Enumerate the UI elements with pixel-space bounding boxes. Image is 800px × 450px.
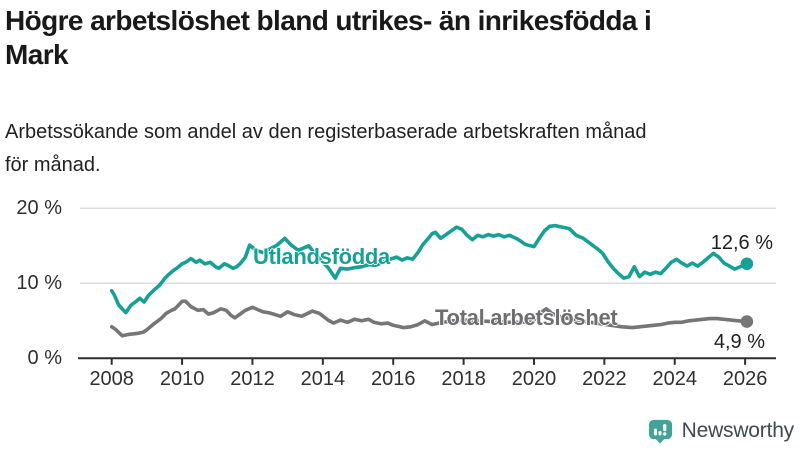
x-axis-label: 2012 xyxy=(230,368,275,390)
series-end-dot-0 xyxy=(740,257,754,271)
series-line-1 xyxy=(109,299,749,338)
x-axis-label: 2022 xyxy=(582,368,627,390)
chart-title: Högre arbetslöshet bland utrikes- än inr… xyxy=(5,5,652,70)
newsworthy-chart-bubble-icon xyxy=(648,419,672,444)
series-end-dot-1 xyxy=(740,315,754,328)
x-axis-label: 2026 xyxy=(722,368,768,390)
series-label-total-arbetsloshet: Total arbetslöshet xyxy=(435,305,618,330)
y-axis-label: 10 % xyxy=(16,272,62,295)
x-axis-label: 2018 xyxy=(441,368,486,390)
chart-subtitle: Arbetssökande som andel av den registerb… xyxy=(5,121,647,176)
newsworthy-logo: Newsworthy xyxy=(647,417,794,444)
x-axis-label: 2008 xyxy=(89,368,134,390)
x-axis-label: 2020 xyxy=(511,368,557,390)
series-label-utlandsfodda: Utlandsfödda xyxy=(253,244,390,269)
x-axis-label: 2010 xyxy=(159,368,205,390)
series-line-0 xyxy=(109,223,749,315)
y-axis-label: 0 % xyxy=(27,347,62,370)
x-axis-label: 2014 xyxy=(300,368,346,390)
end-value-utlandsfodda: 12,6 % xyxy=(710,232,773,254)
x-axis-label: 2024 xyxy=(652,368,697,390)
end-value-total-arbetsloshet: 4,9 % xyxy=(713,331,765,353)
x-axis-label: 2016 xyxy=(370,368,416,390)
newsworthy-logo-text: Newsworthy xyxy=(681,418,795,442)
y-axis-label: 20 % xyxy=(16,197,62,220)
